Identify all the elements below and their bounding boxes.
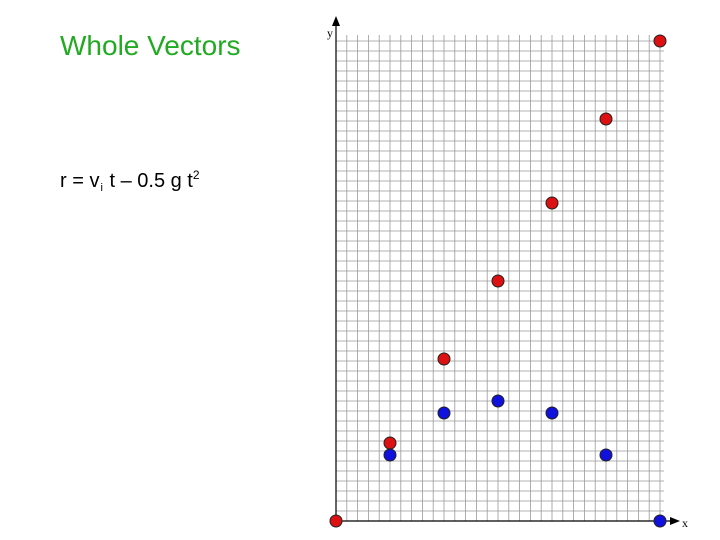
formula-equals: =: [66, 170, 90, 192]
data-point-series1-4: [491, 274, 505, 288]
formula-v-subscript: i: [100, 182, 103, 194]
formula-exponent: 2: [192, 168, 200, 182]
formula-v: v: [89, 170, 100, 192]
data-point-series1-7: [653, 34, 667, 48]
y-axis-label: y: [327, 26, 333, 40]
slide-title: Whole Vectors: [60, 30, 241, 61]
data-point-series1-1: [329, 514, 343, 528]
data-point-series1-5: [545, 196, 559, 210]
y-axis-arrow: [332, 16, 340, 26]
x-axis-arrow: [670, 517, 680, 525]
data-point-series1-6: [599, 112, 613, 126]
x-axis-label: x: [682, 516, 688, 530]
axes: yx: [327, 16, 688, 530]
data-point-series1-3: [437, 352, 451, 366]
formula-rest: t – 0.5 g t: [103, 170, 193, 192]
formula-r: r: [60, 170, 67, 192]
data-point-series2-2: [437, 406, 451, 420]
data-point-series1-2: [383, 436, 397, 450]
data-point-series2-1: [383, 448, 397, 462]
data-point-series2-5: [599, 448, 613, 462]
data-points: [329, 34, 667, 528]
data-point-series2-6: [653, 514, 667, 528]
data-point-series2-3: [491, 394, 505, 408]
data-point-series2-4: [545, 406, 559, 420]
position-formula: r = vi t – 0.5 g t2: [60, 168, 200, 194]
